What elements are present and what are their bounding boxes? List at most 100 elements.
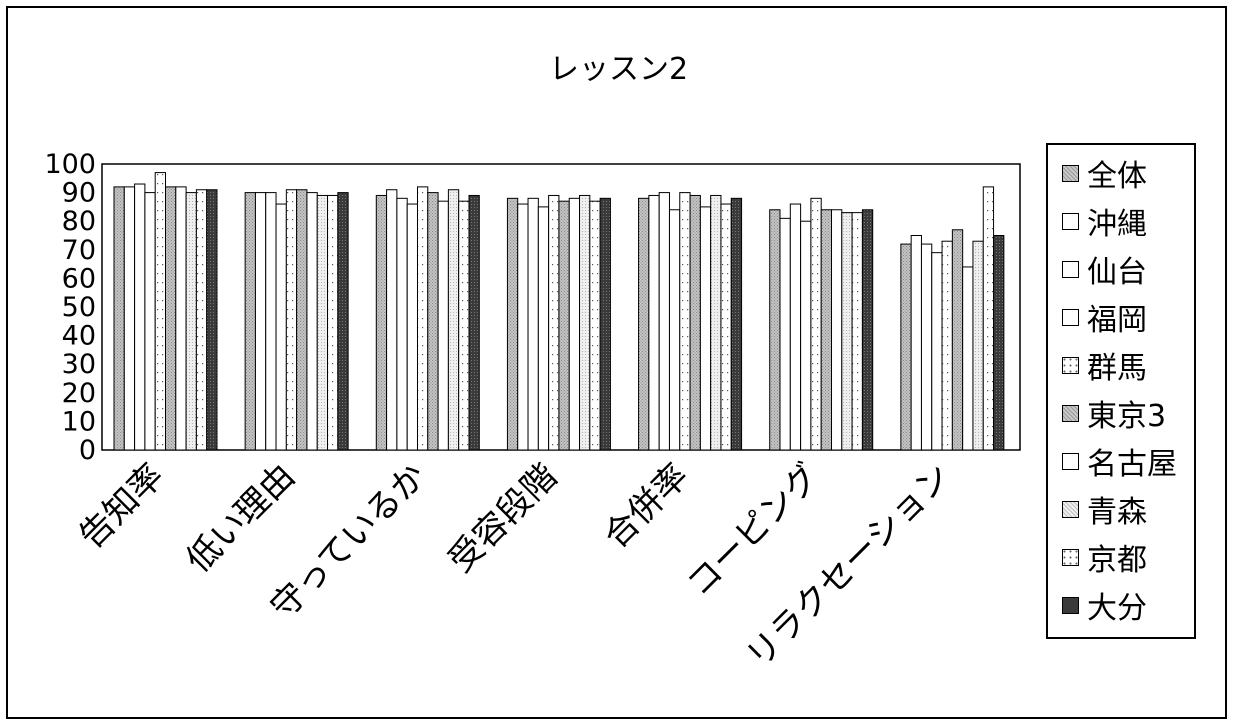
bar bbox=[406, 203, 418, 451]
legend-item: 青森 bbox=[1062, 491, 1147, 530]
bar bbox=[820, 209, 833, 451]
bar bbox=[113, 186, 125, 451]
x-tick-label: 低い理由 bbox=[179, 456, 303, 580]
bar bbox=[579, 194, 591, 451]
bar bbox=[386, 189, 398, 451]
bar bbox=[123, 186, 136, 451]
bar bbox=[779, 217, 791, 451]
bar bbox=[589, 200, 601, 451]
legend-swatch bbox=[1062, 164, 1079, 182]
bar bbox=[427, 192, 439, 451]
bar bbox=[548, 194, 560, 451]
y-tick-label: 0 bbox=[79, 435, 96, 466]
bar bbox=[375, 194, 388, 451]
bars bbox=[113, 172, 1005, 451]
bar bbox=[175, 186, 187, 451]
bar bbox=[527, 197, 539, 451]
legend-label: 仙台 bbox=[1087, 255, 1147, 290]
bar bbox=[195, 189, 208, 451]
bar bbox=[810, 197, 822, 451]
bar bbox=[841, 212, 853, 451]
chart-title: レッスン2 bbox=[548, 52, 689, 87]
legend-swatch bbox=[1062, 404, 1079, 422]
legend-item: 大分 bbox=[1062, 587, 1147, 626]
bar bbox=[699, 206, 712, 451]
bar bbox=[337, 192, 349, 451]
bar bbox=[185, 192, 197, 451]
legend-swatch bbox=[1062, 260, 1079, 278]
x-tick-label: 受容段階 bbox=[441, 456, 565, 580]
bar bbox=[789, 203, 802, 451]
bar bbox=[710, 194, 722, 451]
bar bbox=[558, 200, 570, 451]
bar bbox=[648, 194, 660, 451]
bar bbox=[316, 194, 329, 451]
legend: 全体 沖縄 仙台 福岡 群馬 東京3 名古屋 青森 京都 大分 bbox=[1046, 143, 1196, 639]
bar bbox=[506, 197, 519, 451]
bar bbox=[537, 206, 550, 451]
legend-label: 群馬 bbox=[1087, 351, 1147, 386]
legend-swatch bbox=[1062, 308, 1079, 326]
bar bbox=[831, 209, 843, 451]
x-tick-label: 合併率 bbox=[596, 456, 696, 556]
y-tick-label: 50 bbox=[62, 292, 96, 323]
bar bbox=[144, 192, 156, 451]
legend-swatch bbox=[1062, 356, 1079, 374]
y-tick-label: 80 bbox=[62, 206, 96, 237]
bar bbox=[910, 235, 922, 451]
bar bbox=[437, 200, 449, 451]
legend-item: 群馬 bbox=[1062, 347, 1147, 386]
bar bbox=[468, 194, 480, 451]
bar bbox=[769, 209, 781, 451]
y-tick-label: 90 bbox=[62, 178, 96, 209]
legend-item: 京都 bbox=[1062, 539, 1147, 578]
bar bbox=[134, 183, 146, 451]
bar bbox=[154, 172, 166, 451]
bar bbox=[679, 192, 691, 451]
legend-swatch bbox=[1062, 500, 1079, 518]
legend-swatch bbox=[1062, 596, 1079, 614]
bar bbox=[416, 186, 429, 451]
bar bbox=[972, 240, 984, 451]
y-tick-label: 10 bbox=[62, 406, 96, 437]
legend-label: 青森 bbox=[1087, 495, 1147, 530]
legend-label: 東京3 bbox=[1087, 399, 1167, 434]
bar bbox=[720, 203, 732, 451]
bar bbox=[861, 209, 874, 451]
legend-swatch bbox=[1062, 452, 1079, 470]
bar bbox=[254, 192, 267, 451]
legend-label: 福岡 bbox=[1087, 303, 1147, 338]
bar bbox=[306, 192, 318, 451]
bar bbox=[165, 186, 177, 451]
bar bbox=[244, 192, 256, 451]
bar bbox=[931, 252, 943, 451]
bar bbox=[941, 240, 953, 451]
bar bbox=[568, 197, 581, 451]
bar bbox=[396, 197, 408, 451]
bar bbox=[517, 203, 529, 451]
bar bbox=[800, 220, 812, 451]
bar bbox=[993, 235, 1005, 451]
y-tick-label: 40 bbox=[62, 321, 96, 352]
bar bbox=[638, 197, 650, 451]
y-tick-label: 30 bbox=[62, 349, 96, 380]
y-tick-label: 60 bbox=[62, 263, 96, 294]
bar bbox=[599, 197, 611, 451]
legend-label: 沖縄 bbox=[1087, 207, 1147, 242]
bar bbox=[982, 186, 995, 451]
bar bbox=[668, 209, 681, 451]
bar bbox=[920, 243, 933, 451]
bar bbox=[285, 189, 298, 451]
y-tick-label: 20 bbox=[62, 378, 96, 409]
bar bbox=[730, 197, 743, 451]
bar bbox=[962, 266, 974, 451]
bar bbox=[447, 189, 460, 451]
legend-label: 全体 bbox=[1087, 159, 1147, 194]
bar bbox=[265, 192, 277, 451]
bar bbox=[458, 200, 470, 451]
legend-swatch bbox=[1062, 212, 1079, 230]
legend-item: 東京3 bbox=[1062, 395, 1166, 434]
legend-swatch bbox=[1062, 548, 1079, 566]
